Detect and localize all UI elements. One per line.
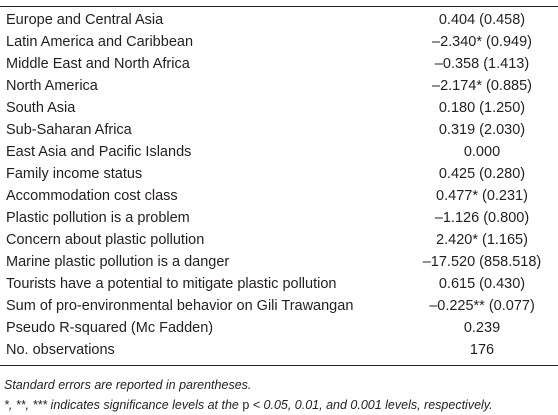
row-label: East Asia and Pacific Islands: [6, 144, 192, 160]
row-label: Pseudo R-squared (Mc Fadden): [6, 320, 214, 336]
row-label: Marine plastic pollution is a danger: [6, 254, 230, 270]
row-value: 0.425 (0.280): [438, 166, 526, 182]
table-row: Concern about plastic pollution 2.420* (…: [0, 229, 558, 251]
table-row: Marine plastic pollution is a danger –17…: [0, 251, 558, 273]
table-row: Middle East and North Africa –0.358 (1.4…: [0, 53, 558, 75]
table-bottom-rule: [0, 365, 558, 366]
row-value: 0.000: [463, 144, 501, 160]
row-label: Sum of pro-environmental behavior on Gil…: [6, 298, 354, 314]
table-row: Europe and Central Asia 0.404 (0.458): [0, 9, 558, 31]
row-value: –1.126 (0.800): [434, 210, 530, 226]
row-value: 2.420* (1.165): [436, 232, 528, 248]
row-label: No. observations: [6, 342, 115, 358]
row-value: –0.225** (0.077): [429, 298, 535, 314]
row-value: 0.615 (0.430): [438, 276, 526, 292]
row-value: 0.477* (0.231): [436, 188, 528, 204]
footnote-significance: *, **, *** indicates significance levels…: [4, 395, 558, 415]
row-value: –2.340* (0.949): [432, 34, 532, 50]
footnote-significance-prefix: *, **, *** indicates significance levels…: [4, 398, 243, 412]
table-row: Sub-Saharan Africa 0.319 (2.030): [0, 119, 558, 141]
row-label: Tourists have a potential to mitigate pl…: [6, 276, 337, 292]
table-row: South Asia 0.180 (1.250): [0, 97, 558, 119]
row-label: Concern about plastic pollution: [6, 232, 205, 248]
row-label: Sub-Saharan Africa: [6, 122, 132, 138]
footnote-p-symbol: p: [242, 398, 250, 412]
table-row: Family income status 0.425 (0.280): [0, 163, 558, 185]
row-label: Accommodation cost class: [6, 188, 178, 204]
row-label: Family income status: [6, 166, 143, 182]
table-row: No. observations 176: [0, 339, 558, 361]
table-row: Latin America and Caribbean –2.340* (0.9…: [0, 31, 558, 53]
row-value: 0.404 (0.458): [438, 12, 526, 28]
table-row: Sum of pro-environmental behavior on Gil…: [0, 295, 558, 317]
row-label: Middle East and North Africa: [6, 56, 190, 72]
footnote-significance-suffix: < 0.05, 0.01, and 0.001 levels, respecti…: [249, 398, 493, 412]
row-value: –0.358 (1.413): [434, 56, 530, 72]
row-label: South Asia: [6, 100, 76, 116]
row-label: North America: [6, 78, 98, 94]
row-value: 0.319 (2.030): [438, 122, 526, 138]
row-value: 0.239: [463, 320, 501, 336]
table-row: Tourists have a potential to mitigate pl…: [0, 273, 558, 295]
table-row: North America –2.174* (0.885): [0, 75, 558, 97]
table-footnotes: Standard errors are reported in parenthe…: [0, 366, 558, 415]
table-top-rule: [0, 6, 558, 7]
row-label: Europe and Central Asia: [6, 12, 164, 28]
table-row: Accommodation cost class 0.477* (0.231): [0, 185, 558, 207]
row-value: 0.180 (1.250): [438, 100, 526, 116]
table-row: Pseudo R-squared (Mc Fadden) 0.239: [0, 317, 558, 339]
table-row: East Asia and Pacific Islands 0.000: [0, 141, 558, 163]
row-label: Plastic pollution is a problem: [6, 210, 190, 226]
row-value: 176: [469, 342, 495, 358]
footnote-standard-errors: Standard errors are reported in parenthe…: [4, 378, 252, 392]
row-value: –2.174* (0.885): [432, 78, 532, 94]
row-label: Latin America and Caribbean: [6, 34, 194, 50]
table-row: Plastic pollution is a problem –1.126 (0…: [0, 207, 558, 229]
row-value: –17.520 (858.518): [422, 254, 542, 270]
